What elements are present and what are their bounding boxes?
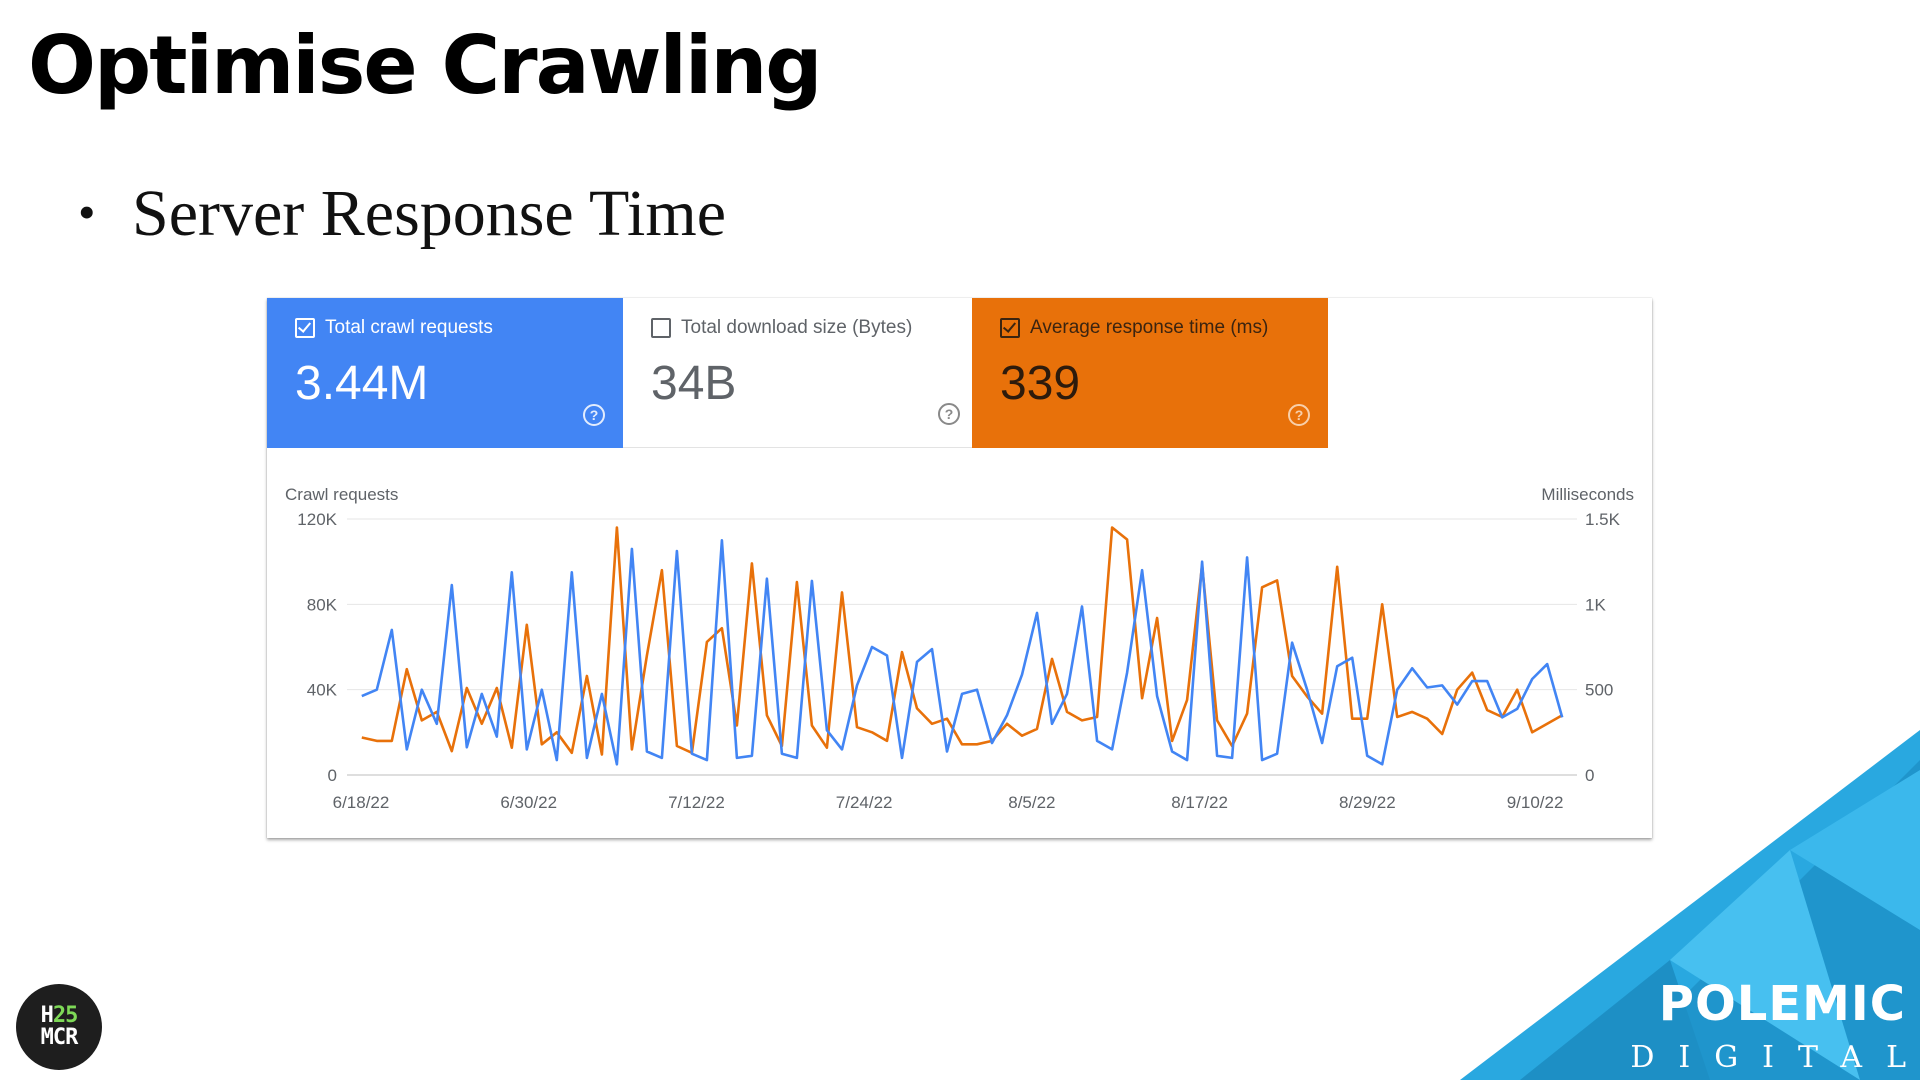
brand-subtitle: DIGITAL xyxy=(1630,1040,1920,1075)
x-tick-label: 9/10/22 xyxy=(1507,793,1564,812)
left-tick-label: 80K xyxy=(307,595,338,614)
logo-text: 25 xyxy=(52,1003,78,1028)
brand-corner-art xyxy=(1460,730,1920,1080)
brand-name: POLEMIC xyxy=(1658,976,1906,1032)
series-line xyxy=(361,539,1564,766)
average-response-time-card[interactable]: Average response time (ms) 339 ? xyxy=(972,298,1328,448)
x-tick-label: 7/24/22 xyxy=(836,793,893,812)
right-tick-label: 500 xyxy=(1585,681,1613,700)
left-axis-title: Crawl requests xyxy=(285,485,398,504)
x-tick-label: 8/5/22 xyxy=(1008,793,1055,812)
help-icon[interactable]: ? xyxy=(938,403,960,425)
card-label: Total download size (Bytes) xyxy=(681,317,913,338)
left-tick-label: 0 xyxy=(328,766,337,785)
total-download-size-card[interactable]: Total download size (Bytes) 34B ? xyxy=(623,298,978,448)
card-value: 3.44M xyxy=(295,357,429,410)
checkbox-checked-icon[interactable] xyxy=(1000,318,1020,338)
right-axis-title: Milliseconds xyxy=(1541,485,1634,504)
logo-text: H xyxy=(40,1003,54,1028)
x-tick-label: 8/17/22 xyxy=(1171,793,1228,812)
x-tick-label: 7/12/22 xyxy=(668,793,725,812)
left-tick-label: 120K xyxy=(297,510,337,529)
checkbox-checked-icon[interactable] xyxy=(295,318,315,338)
right-tick-label: 1.5K xyxy=(1585,510,1621,529)
bullet-item: • Server Response Time xyxy=(78,172,726,254)
total-crawl-requests-card[interactable]: Total crawl requests 3.44M ? xyxy=(267,298,623,448)
slide-title: Optimise Crawling xyxy=(28,19,823,112)
x-tick-label: 8/29/22 xyxy=(1339,793,1396,812)
logo-text: MCR xyxy=(40,1025,79,1050)
h25mcr-logo: H25 MCR xyxy=(16,984,102,1070)
card-value: 339 xyxy=(1000,357,1081,410)
card-label: Total crawl requests xyxy=(325,317,493,338)
right-tick-label: 1K xyxy=(1585,595,1606,614)
card-label: Average response time (ms) xyxy=(1030,317,1269,338)
series-line xyxy=(361,526,1563,756)
x-tick-label: 6/30/22 xyxy=(500,793,557,812)
bullet-dot-icon: • xyxy=(78,184,96,240)
right-tick-label: 0 xyxy=(1585,766,1594,785)
checkbox-unchecked-icon[interactable] xyxy=(651,318,671,338)
help-icon[interactable]: ? xyxy=(583,404,605,426)
crawl-stats-panel: Total crawl requests 3.44M ? Total downl… xyxy=(267,298,1652,838)
left-tick-label: 40K xyxy=(307,681,338,700)
card-value: 34B xyxy=(651,357,737,410)
x-tick-label: 6/18/22 xyxy=(333,793,390,812)
crawl-chart: Crawl requests Milliseconds 0 0 40K 500 80K 1… xyxy=(285,485,1634,812)
bullet-text: Server Response Time xyxy=(132,177,726,250)
help-icon[interactable]: ? xyxy=(1288,404,1310,426)
